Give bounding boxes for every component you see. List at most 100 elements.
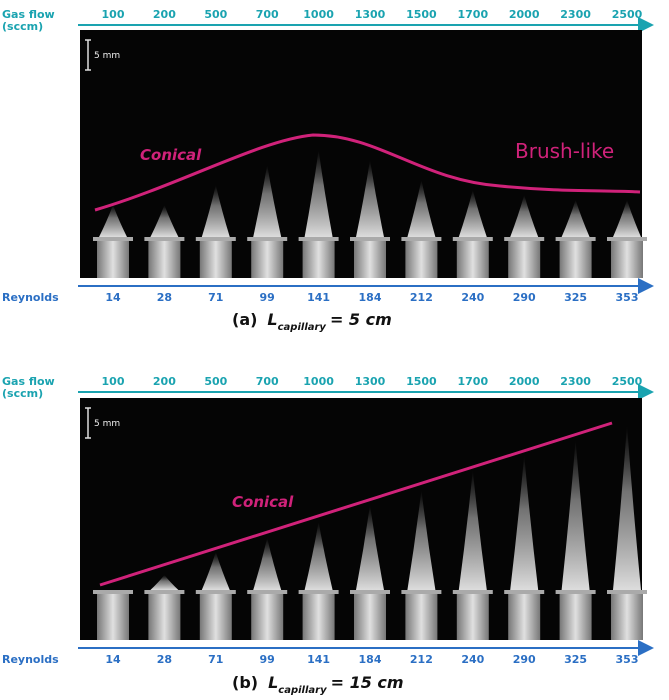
nozzle [457,241,489,278]
caption-tag: (b) [232,673,258,692]
nozzle [508,594,540,640]
gas-flow-value: 1000 [303,8,334,21]
gas-flow-value: 1300 [355,8,386,21]
page: Gas flow(sccm)10020050070010001300150017… [0,0,669,700]
reynolds-value: 325 [564,291,587,304]
nozzle-cap [247,237,287,241]
nozzle-cap [401,590,441,594]
nozzle [200,594,232,640]
gas-flow-value: 2000 [509,8,540,21]
reynolds-label: Reynolds [2,653,59,666]
nozzle [508,241,540,278]
nozzle-cap [350,237,390,241]
nozzle-cap [607,590,647,594]
gas-flow-value: 1700 [457,8,488,21]
annotation: Conical [232,493,294,511]
reynolds-value: 212 [410,291,433,304]
reynolds-value: 141 [307,291,330,304]
reynolds-value: 184 [359,653,382,666]
nozzle [354,241,386,278]
reynolds-value: 14 [105,291,121,304]
gas-flow-value: 100 [102,8,125,21]
nozzle-cap [299,237,339,241]
nozzle [148,241,180,278]
caption-equation: = 15 cm [331,673,404,692]
reynolds-value: 28 [157,653,172,666]
caption-subscript: capillary [278,322,327,333]
reynolds-value: 28 [157,291,172,304]
nozzle-cap [350,590,390,594]
gas-flow-value: 200 [153,8,176,21]
nozzle [405,594,437,640]
nozzle [560,594,592,640]
nozzle-cap [144,590,184,594]
nozzle-cap [247,590,287,594]
gas-flow-value: 1500 [406,8,437,21]
nozzle-cap [556,237,596,241]
reynolds-value: 240 [461,291,484,304]
gas-flow-value: 500 [204,375,227,388]
nozzle [560,241,592,278]
reynolds-label: Reynolds [2,291,59,304]
scale-bar-label: 5 mm [94,419,120,429]
figure: Gas flow(sccm)10020050070010001300150017… [0,0,669,700]
gas-flow-value: 700 [256,8,279,21]
gas-flow-value: 1500 [406,375,437,388]
caption-symbol: L [267,310,277,329]
nozzle-cap [196,590,236,594]
reynolds-value: 212 [410,653,433,666]
gas-flow-value: 100 [102,375,125,388]
gas-flow-value: 2500 [612,8,643,21]
nozzle [97,241,129,278]
nozzle [251,241,283,278]
caption-subscript: capillary [278,685,327,696]
caption-equation: = 5 cm [330,310,392,329]
gas-flow-value: 700 [256,375,279,388]
annotation: Conical [140,146,202,164]
annotation: Brush-like [515,139,614,163]
reynolds-value: 290 [513,291,536,304]
nozzle-cap [607,237,647,241]
nozzle-cap [453,590,493,594]
gas-flow-value: 1000 [303,375,334,388]
gas-flow-value: 2300 [560,8,591,21]
nozzle [251,594,283,640]
reynolds-value: 99 [260,291,275,304]
gas-flow-value: 2500 [612,375,643,388]
reynolds-value: 290 [513,653,536,666]
nozzle-cap [93,590,133,594]
reynolds-value: 353 [616,291,639,304]
nozzle-cap [504,237,544,241]
gas-flow-unit: (sccm) [2,387,43,400]
nozzle [97,594,129,640]
gas-flow-value: 2000 [509,375,540,388]
nozzle [611,241,643,278]
nozzle-cap [556,590,596,594]
reynolds-value: 71 [208,653,223,666]
reynolds-value: 353 [616,653,639,666]
nozzle [457,594,489,640]
reynolds-value: 141 [307,653,330,666]
gas-flow-value: 1300 [355,375,386,388]
nozzle [303,241,335,278]
nozzle [354,594,386,640]
reynolds-value: 325 [564,653,587,666]
nozzle [303,594,335,640]
nozzle [200,241,232,278]
nozzle-cap [504,590,544,594]
gas-flow-value: 500 [204,8,227,21]
gas-flow-unit: (sccm) [2,20,43,33]
nozzle [148,594,180,640]
caption-symbol: L [268,673,278,692]
scale-bar-label: 5 mm [94,51,120,61]
nozzle-cap [93,237,133,241]
reynolds-value: 184 [359,291,382,304]
caption-tag: (a) [232,310,257,329]
caption: (b) Lcapillary = 15 cm [232,673,404,696]
nozzle [611,594,643,640]
reynolds-value: 14 [105,653,121,666]
nozzle-cap [453,237,493,241]
nozzle-cap [144,237,184,241]
caption: (a) Lcapillary= 5 cm [232,310,392,333]
nozzle-cap [299,590,339,594]
